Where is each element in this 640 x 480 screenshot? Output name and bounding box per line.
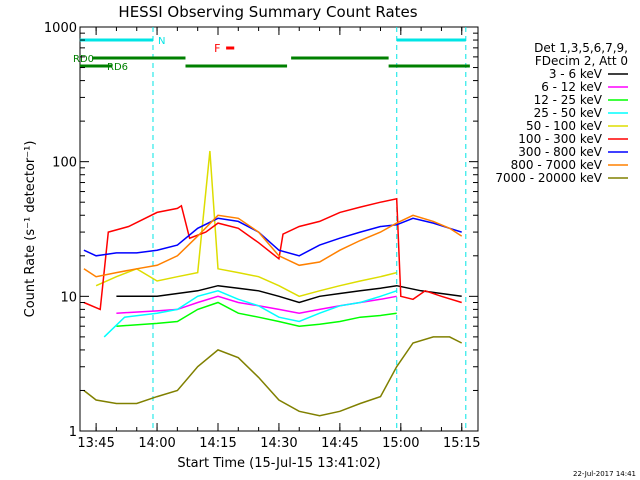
legend-entry-label: 25 - 50 keV	[534, 106, 603, 120]
y-axis-label: Count Rate (s⁻¹ detector⁻¹)	[23, 141, 38, 318]
legend-entry-label: 12 - 25 keV	[534, 93, 603, 107]
footer-date: 22-Jul-2017 14:41	[573, 470, 636, 478]
legend-entry-label: 100 - 300 keV	[518, 132, 602, 146]
legend: Det 1,3,5,6,7,9,FDecim 2, Att 03 - 6 keV…	[495, 41, 628, 185]
y-tick-label: 10	[60, 290, 77, 305]
series-line-3	[116, 301, 397, 327]
series-line-8	[83, 214, 463, 278]
rd0-label: RD0	[73, 54, 94, 65]
legend-entry-label: 300 - 800 keV	[518, 145, 602, 159]
series-line-5	[95, 150, 397, 298]
x-tick-label: 14:45	[321, 436, 358, 451]
rd6-label: RD6	[107, 62, 128, 73]
chart-title: HESSI Observing Summary Count Rates	[118, 3, 417, 21]
y-tick-label: 1	[69, 425, 77, 440]
x-tick-label: 15:00	[382, 436, 419, 451]
series-line-9	[83, 336, 463, 417]
legend-entry-label: 7000 - 20000 keV	[495, 171, 602, 185]
series-line-4	[103, 290, 397, 338]
legend-header-line: FDecim 2, Att 0	[535, 54, 628, 68]
legend-entry-label: 6 - 12 keV	[541, 80, 603, 94]
night-label: N	[158, 36, 165, 47]
x-tick-label: 14:30	[260, 436, 297, 451]
plot-frame	[79, 26, 479, 432]
x-tick-label: 14:15	[199, 436, 236, 451]
legend-entry-label: 800 - 7000 keV	[511, 158, 603, 172]
x-axis-label: Start Time (15-Jul-15 13:41:02)	[177, 456, 380, 471]
legend-header-line: Det 1,3,5,6,7,9,	[534, 41, 628, 55]
flare-label: F	[214, 42, 220, 55]
series-line-7	[83, 217, 462, 257]
y-tick-label: 100	[52, 156, 77, 171]
legend-entry-label: 3 - 6 keV	[549, 67, 603, 81]
series-line-1	[116, 284, 462, 304]
x-tick-label: 13:45	[77, 436, 114, 451]
legend-entry-label: 50 - 100 keV	[526, 119, 603, 133]
series-line-6	[83, 197, 462, 311]
x-tick-label: 14:00	[138, 436, 175, 451]
x-tick-label: 15:15	[443, 436, 480, 451]
y-tick-label: 1000	[44, 21, 77, 36]
